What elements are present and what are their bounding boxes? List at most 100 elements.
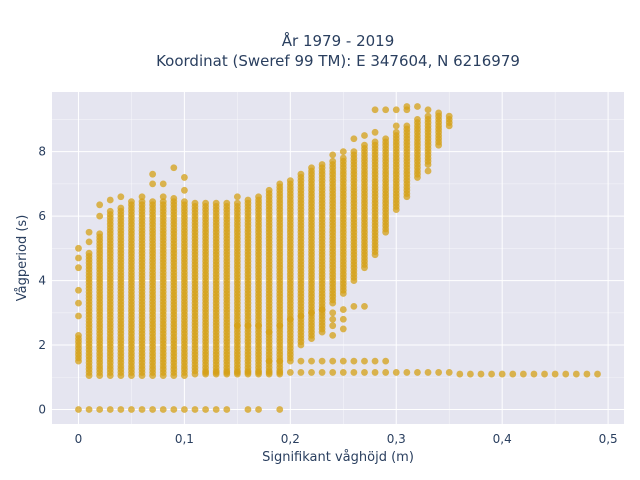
data-point [233, 322, 241, 330]
data-point [265, 369, 273, 376]
data-point [223, 199, 231, 207]
data-point [106, 406, 114, 413]
data-point [223, 406, 231, 413]
data-point [138, 198, 146, 205]
data-point [244, 196, 252, 204]
data-point [308, 309, 315, 317]
data-point [371, 128, 379, 136]
data-point [255, 322, 262, 330]
data-point [191, 406, 199, 413]
data-point [361, 369, 368, 376]
data-point [297, 369, 305, 376]
data-point [117, 406, 125, 413]
data-point [435, 109, 443, 117]
data-point [106, 196, 114, 204]
data-point [392, 128, 400, 136]
data-point [308, 357, 315, 365]
x-tick-labels: 0 0,1 0,2 0,3 0,4 0,5 [75, 432, 618, 446]
data-point [286, 177, 294, 185]
data-point [371, 106, 379, 114]
data-point [361, 357, 368, 365]
y-tick-label: 4 [38, 274, 46, 288]
data-point [244, 322, 252, 330]
data-points [75, 103, 601, 413]
data-point [392, 106, 400, 114]
data-point [594, 370, 601, 378]
data-point [149, 406, 157, 413]
data-point [233, 199, 241, 207]
data-point [339, 306, 347, 313]
data-point [551, 370, 559, 378]
data-point [350, 357, 358, 365]
data-point [361, 132, 368, 139]
data-point [128, 198, 135, 205]
data-point [361, 302, 368, 310]
data-point [339, 357, 347, 365]
y-tick-label: 2 [38, 338, 46, 352]
data-point [519, 370, 527, 378]
data-point [96, 212, 104, 220]
data-point [562, 370, 570, 378]
data-point [424, 167, 432, 175]
data-point [181, 406, 188, 413]
data-point [392, 369, 400, 376]
data-point [212, 369, 220, 376]
data-point [170, 194, 178, 202]
x-tick-label: 0,5 [599, 432, 618, 446]
data-point [128, 406, 135, 413]
data-point [255, 369, 262, 376]
data-point [414, 115, 421, 123]
data-point [286, 357, 294, 365]
data-point [85, 238, 93, 246]
data-point [339, 148, 347, 156]
data-point [329, 331, 337, 339]
data-point [414, 103, 421, 110]
data-point [382, 135, 390, 143]
data-point [202, 369, 209, 376]
y-tick-label: 6 [38, 209, 46, 223]
data-point [75, 406, 82, 413]
data-point [424, 112, 432, 120]
data-point [329, 309, 337, 317]
data-point [424, 106, 432, 114]
data-point [244, 369, 252, 376]
data-point [297, 357, 305, 365]
data-point [255, 406, 262, 413]
data-point [572, 370, 580, 378]
data-point [403, 122, 411, 130]
data-point [308, 164, 315, 172]
data-point [403, 103, 411, 110]
data-point [75, 331, 82, 339]
data-point [371, 138, 379, 146]
data-point [202, 199, 209, 207]
y-axis-label: Vågperiod (s) [15, 215, 30, 302]
data-point [318, 306, 326, 313]
y-tick-label: 0 [38, 402, 46, 416]
data-point [498, 370, 506, 378]
data-point [117, 204, 125, 212]
data-point [96, 230, 104, 238]
data-point [286, 369, 294, 376]
data-point [212, 199, 220, 207]
data-point [318, 161, 326, 168]
data-point [159, 198, 167, 205]
data-point [456, 370, 464, 378]
data-point [477, 370, 485, 378]
data-point [488, 370, 495, 378]
data-point [212, 406, 220, 413]
data-point [265, 357, 273, 365]
data-point [382, 369, 390, 376]
data-point [509, 370, 517, 378]
data-point [541, 370, 548, 378]
data-point [350, 135, 358, 143]
data-point [583, 370, 591, 378]
data-point [329, 369, 337, 376]
data-point [286, 315, 294, 323]
data-point [445, 112, 453, 120]
data-point [265, 186, 273, 194]
data-point [297, 312, 305, 320]
data-point [276, 369, 284, 376]
chart-title-line-2: Koordinat (Sweref 99 TM): E 347604, N 62… [156, 52, 520, 70]
data-point [318, 357, 326, 365]
data-point [350, 369, 358, 376]
